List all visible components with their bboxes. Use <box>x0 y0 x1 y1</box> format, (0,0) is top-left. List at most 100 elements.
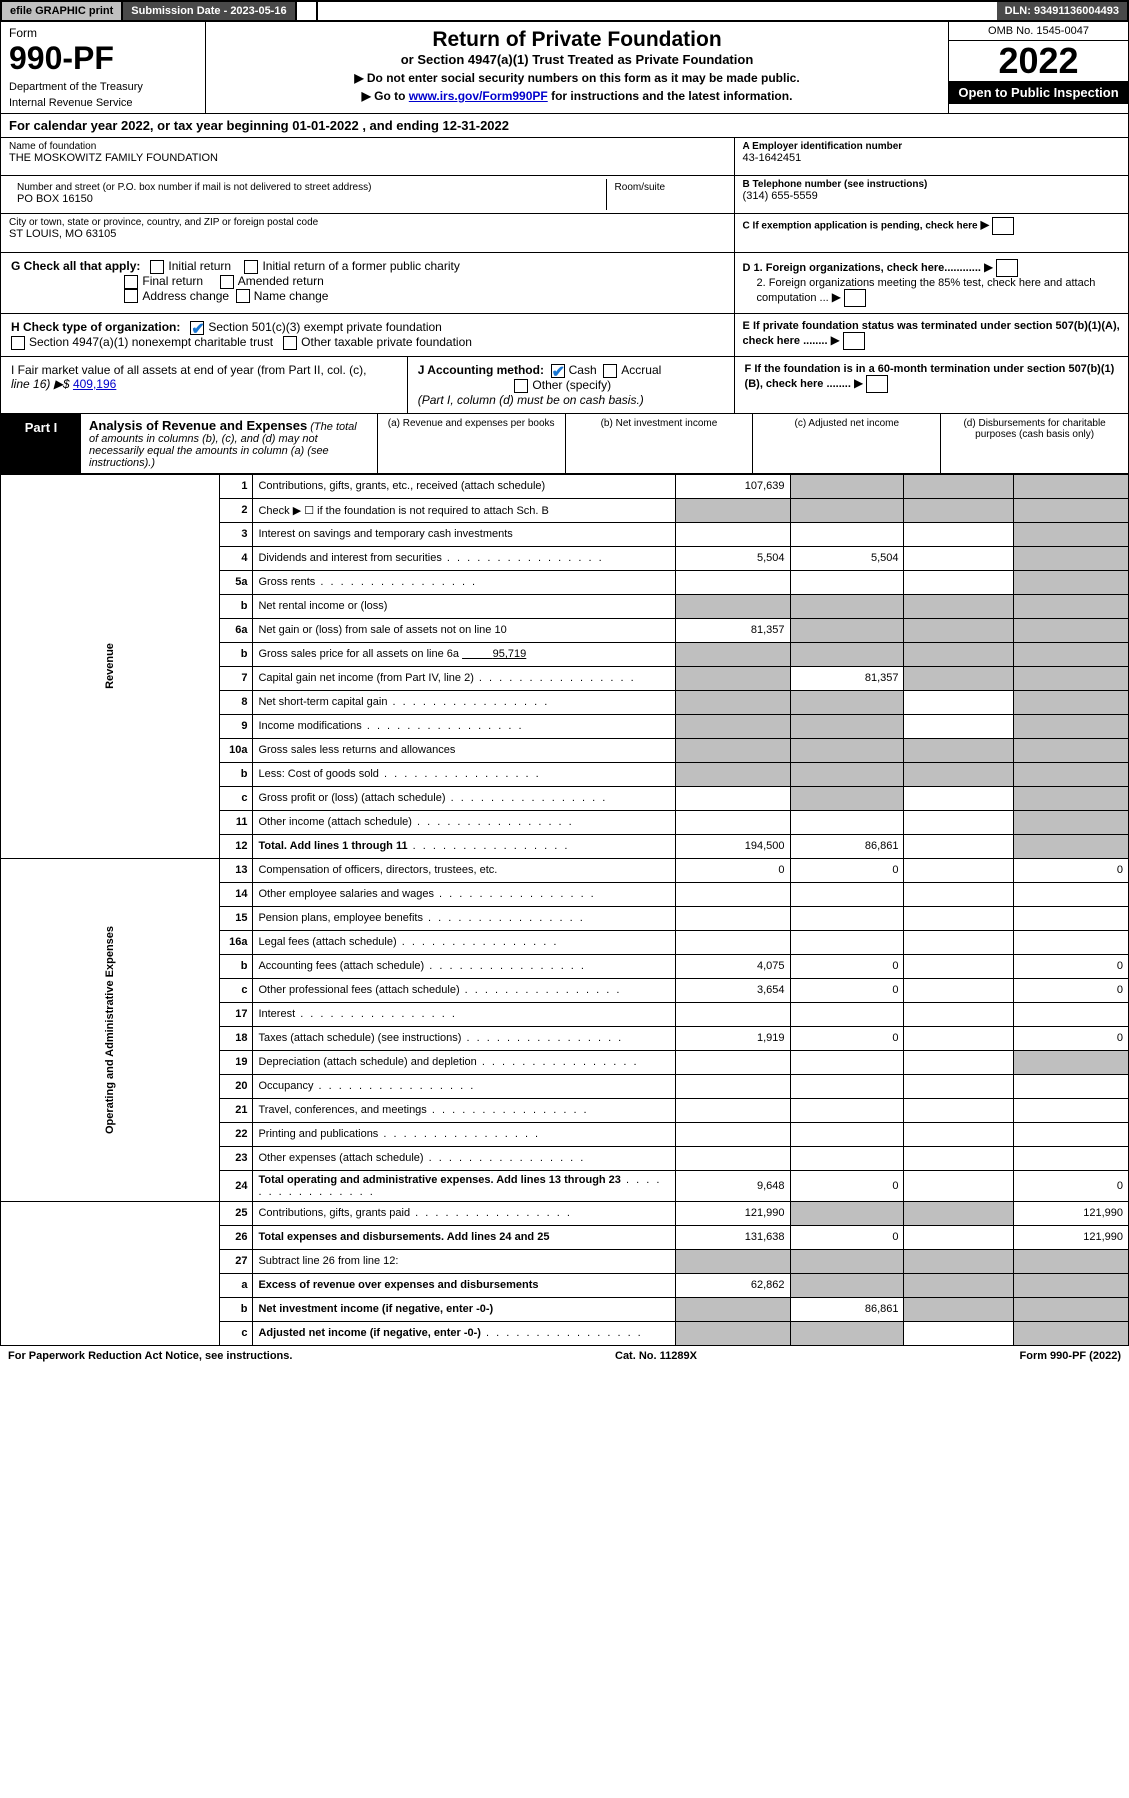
part1-badge: Part I <box>1 414 81 473</box>
efile-print-button[interactable]: efile GRAPHIC print <box>2 2 123 20</box>
amended-return-checkbox[interactable] <box>220 275 234 289</box>
ln: 12 <box>220 834 253 858</box>
desc: Total operating and administrative expen… <box>258 1174 620 1186</box>
amt-a: 81,357 <box>675 618 790 642</box>
part1-table: Revenue 1Contributions, gifts, grants, e… <box>0 474 1129 1346</box>
footer-right: Form 990-PF (2022) <box>1020 1350 1121 1362</box>
city-value: ST LOUIS, MO 63105 <box>9 228 726 240</box>
4947a1-checkbox[interactable] <box>11 336 25 350</box>
ln: 1 <box>220 474 253 498</box>
desc: Net investment income (if negative, ente… <box>258 1303 493 1315</box>
initial-former-checkbox[interactable] <box>244 260 258 274</box>
footer-mid: Cat. No. 11289X <box>615 1350 697 1362</box>
ln: 2 <box>220 498 253 522</box>
desc: Less: Cost of goods sold <box>258 768 378 780</box>
identity-block: Name of foundation THE MOSKOWITZ FAMILY … <box>0 138 1129 253</box>
amt-b: 86,861 <box>790 834 904 858</box>
accrual-checkbox[interactable] <box>603 364 617 378</box>
amt-a: 9,648 <box>675 1170 790 1201</box>
amt-b: 0 <box>790 1170 904 1201</box>
g-o1: Initial return <box>168 259 231 273</box>
amt-a: 3,654 <box>675 978 790 1002</box>
e-checkbox[interactable] <box>843 332 865 350</box>
name-change-checkbox[interactable] <box>236 289 250 303</box>
open-to-public: Open to Public Inspection <box>949 81 1128 104</box>
amt-a: 107,639 <box>675 474 790 498</box>
revenue-side-label: Revenue <box>104 562 116 770</box>
j-label: J Accounting method: <box>418 363 544 377</box>
ln: 25 <box>220 1201 253 1225</box>
ln: 26 <box>220 1225 253 1249</box>
ln: a <box>220 1273 253 1297</box>
amt-d: 0 <box>1014 1026 1129 1050</box>
f-label: F If the foundation is in a 60-month ter… <box>745 363 1115 390</box>
phone-value: (314) 655-5559 <box>743 190 1120 202</box>
501c3-checkbox[interactable] <box>190 321 204 335</box>
desc: Capital gain net income (from Part IV, l… <box>258 672 473 684</box>
desc: Subtract line 26 from line 12: <box>253 1249 675 1273</box>
foundation-name-label: Name of foundation <box>9 141 726 152</box>
ein-value: 43-1642451 <box>743 152 1120 164</box>
d2-checkbox[interactable] <box>844 289 866 307</box>
col-c-head: (c) Adjusted net income <box>752 414 940 473</box>
ln: 4 <box>220 546 253 570</box>
amt-a: 1,919 <box>675 1026 790 1050</box>
form990pf-link[interactable]: www.irs.gov/Form990PF <box>409 89 548 103</box>
desc: Total. Add lines 1 through 11 <box>258 840 407 852</box>
address-change-checkbox[interactable] <box>124 289 138 303</box>
ln: 10a <box>220 738 253 762</box>
initial-return-checkbox[interactable] <box>150 260 164 274</box>
g-label: G Check all that apply: <box>11 259 140 273</box>
desc: Depreciation (attach schedule) and deple… <box>258 1056 476 1068</box>
g-o6: Name change <box>254 289 329 303</box>
desc: Adjusted net income (if negative, enter … <box>258 1327 480 1339</box>
address-label: Number and street (or P.O. box number if… <box>17 182 598 193</box>
h-o2: Section 4947(a)(1) nonexempt charitable … <box>29 335 273 349</box>
col-a-head: (a) Revenue and expenses per books <box>377 414 565 473</box>
other-method-checkbox[interactable] <box>514 379 528 393</box>
ln: 20 <box>220 1074 253 1098</box>
d1-label: D 1. Foreign organizations, check here..… <box>743 262 981 274</box>
final-return-checkbox[interactable] <box>124 275 138 289</box>
page-footer: For Paperwork Reduction Act Notice, see … <box>0 1346 1129 1366</box>
ln: 21 <box>220 1098 253 1122</box>
desc: Net rental income or (loss) <box>253 594 675 618</box>
j-cash: Cash <box>569 363 597 377</box>
dept-treasury: Department of the Treasury <box>9 81 197 93</box>
desc: Other professional fees (attach schedule… <box>258 984 459 996</box>
desc: Pension plans, employee benefits <box>258 912 423 924</box>
desc: Excess of revenue over expenses and disb… <box>258 1279 538 1291</box>
desc: Other employee salaries and wages <box>258 888 433 900</box>
amt-b: 0 <box>790 1026 904 1050</box>
fmv-value[interactable]: 409,196 <box>73 377 116 391</box>
ln: 3 <box>220 522 253 546</box>
phone-label: B Telephone number (see instructions) <box>743 179 1120 190</box>
ln: 8 <box>220 690 253 714</box>
desc: Contributions, gifts, grants paid <box>258 1207 410 1219</box>
ln: 22 <box>220 1122 253 1146</box>
ln: 23 <box>220 1146 253 1170</box>
cash-checkbox[interactable] <box>551 364 565 378</box>
desc: Travel, conferences, and meetings <box>258 1104 426 1116</box>
amt-b: 81,357 <box>790 666 904 690</box>
exemption-pending-checkbox[interactable] <box>992 217 1014 235</box>
other-taxable-checkbox[interactable] <box>283 336 297 350</box>
exemption-pending-label: C If exemption application is pending, c… <box>743 221 978 232</box>
address-value: PO BOX 16150 <box>17 193 598 205</box>
f-checkbox[interactable] <box>866 375 888 393</box>
section-g-d: G Check all that apply: Initial return I… <box>0 253 1129 314</box>
ln: 19 <box>220 1050 253 1074</box>
amt-a: 4,075 <box>675 954 790 978</box>
d2-label: 2. Foreign organizations meeting the 85%… <box>757 277 1096 304</box>
form-number: 990-PF <box>9 40 197 77</box>
h-o1: Section 501(c)(3) exempt private foundat… <box>208 320 441 334</box>
desc: Interest on savings and temporary cash i… <box>253 522 675 546</box>
irs-label: Internal Revenue Service <box>9 97 197 109</box>
d1-checkbox[interactable] <box>996 259 1018 277</box>
desc: Total expenses and disbursements. Add li… <box>258 1231 549 1243</box>
ln: b <box>220 1297 253 1321</box>
h-o3: Other taxable private foundation <box>301 335 472 349</box>
amt-b: 86,861 <box>790 1297 904 1321</box>
col-b-head: (b) Net investment income <box>565 414 753 473</box>
ln: 7 <box>220 666 253 690</box>
